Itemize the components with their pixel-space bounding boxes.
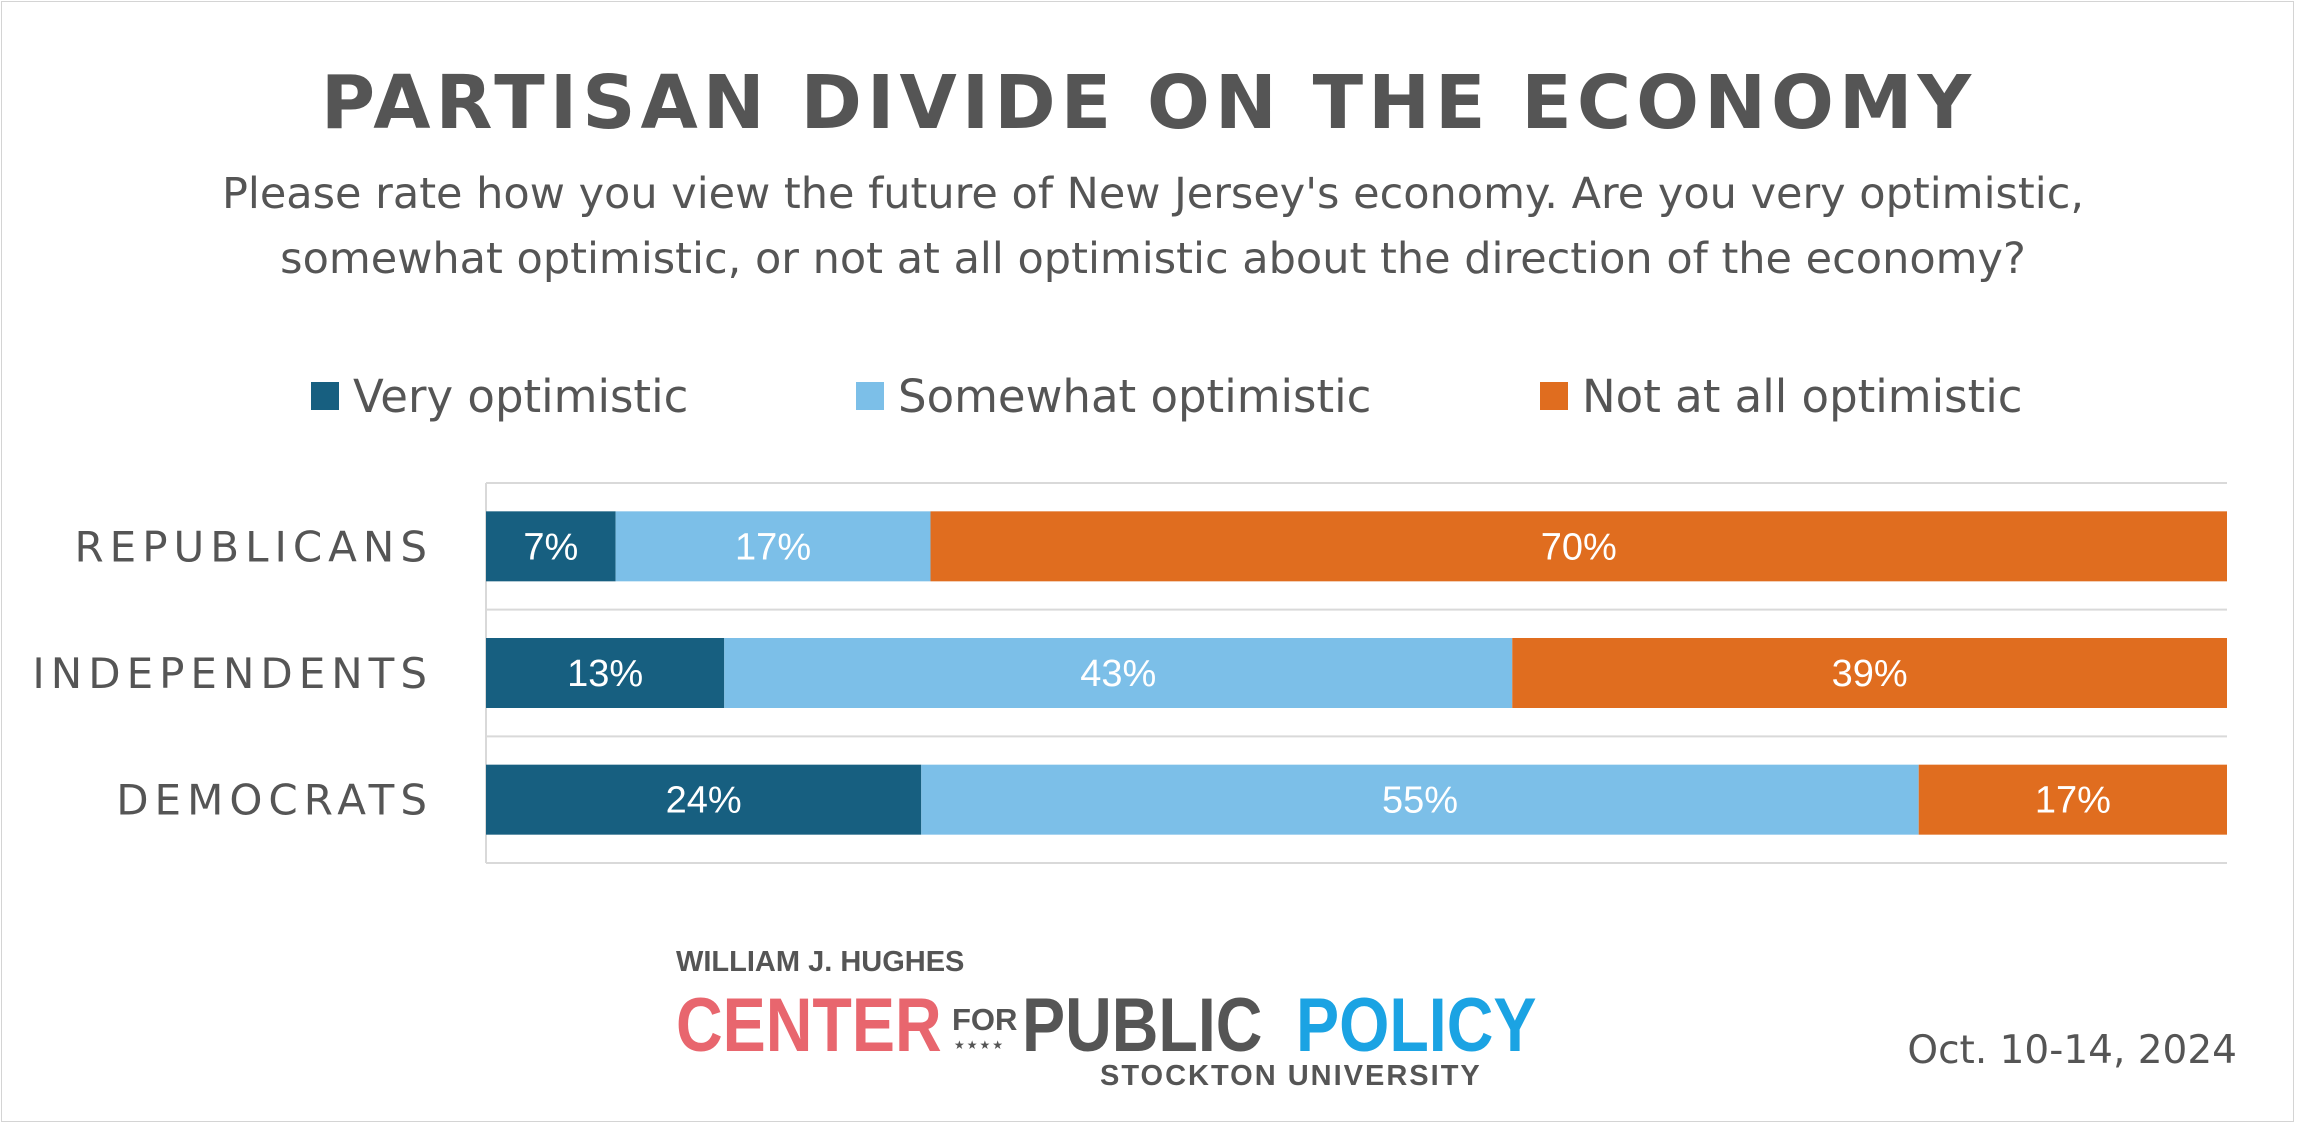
legend-swatch-not-at-all-optimistic xyxy=(1540,382,1568,410)
logo-public-text: PUBLIC xyxy=(1022,983,1263,1068)
logo-stars: ★★★★ xyxy=(954,1038,1006,1052)
data-label-independents-not-at-all-optimistic: 39% xyxy=(1832,653,1908,695)
legend-label-not-at-all-optimistic: Not at all optimistic xyxy=(1582,369,2023,423)
data-label-democrats-somewhat-optimistic: 55% xyxy=(1382,780,1458,822)
logo-university-text: STOCKTON UNIVERSITY xyxy=(1100,1060,1482,1092)
category-label-democrats: DEMOCRATS xyxy=(116,776,433,825)
logo-policy-text: POLICY xyxy=(1296,983,1537,1068)
legend-label-very-optimistic: Very optimistic xyxy=(353,369,689,423)
survey-date: Oct. 10-14, 2024 xyxy=(1907,1028,2237,1073)
data-label-democrats-not-at-all-optimistic: 17% xyxy=(2035,780,2111,822)
bar-democrats-somewhat-optimistic xyxy=(921,764,1919,835)
bar-republicans-somewhat-optimistic xyxy=(615,511,931,582)
bar-republicans-not-at-all-optimistic xyxy=(930,511,2227,582)
data-label-independents-very-optimistic: 13% xyxy=(567,653,643,695)
data-label-republicans-somewhat-optimistic: 17% xyxy=(735,526,811,568)
subtitle-line-2: somewhat optimistic, or not at all optim… xyxy=(280,234,2026,284)
logo-center-text: CENTER xyxy=(676,983,942,1068)
data-label-republicans-very-optimistic: 7% xyxy=(523,526,578,568)
legend-swatch-somewhat-optimistic xyxy=(856,382,884,410)
data-label-independents-somewhat-optimistic: 43% xyxy=(1080,653,1156,695)
category-label-republicans: REPUBLICANS xyxy=(74,522,433,571)
legend-item-somewhat-optimistic: Somewhat optimistic xyxy=(856,368,1371,424)
legend-swatch-very-optimistic xyxy=(311,382,339,410)
chart-title: PARTISAN DIVIDE ON THE ECONOMY xyxy=(320,60,1977,146)
bar-democrats-very-optimistic xyxy=(486,764,922,835)
legend-item-not-at-all-optimistic: Not at all optimistic xyxy=(1540,368,2022,424)
legend-label-somewhat-optimistic: Somewhat optimistic xyxy=(898,369,1372,423)
logo-for-text: FOR xyxy=(952,1002,1018,1037)
bar-democrats-not-at-all-optimistic xyxy=(1918,764,2227,835)
legend-item-very-optimistic: Very optimistic xyxy=(311,368,688,424)
chart-subtitle: Please rate how you view the future of N… xyxy=(218,162,2088,292)
category-label-independents: INDEPENDENTS xyxy=(32,649,433,698)
hughes-center-logo: WILLIAM J. HUGHES CENTER FOR ★★★★ PUBLIC… xyxy=(676,946,1542,1096)
bar-republicans-very-optimistic xyxy=(486,511,616,582)
bar-independents-very-optimistic xyxy=(486,638,725,708)
data-label-republicans-not-at-all-optimistic: 70% xyxy=(1541,526,1617,568)
bar-independents-somewhat-optimistic xyxy=(724,638,1513,708)
data-label-democrats-very-optimistic: 24% xyxy=(666,780,742,822)
logo-top-text: WILLIAM J. HUGHES xyxy=(676,946,965,978)
bar-independents-not-at-all-optimistic xyxy=(1512,638,2227,708)
subtitle-line-1: Please rate how you view the future of N… xyxy=(221,169,2085,219)
